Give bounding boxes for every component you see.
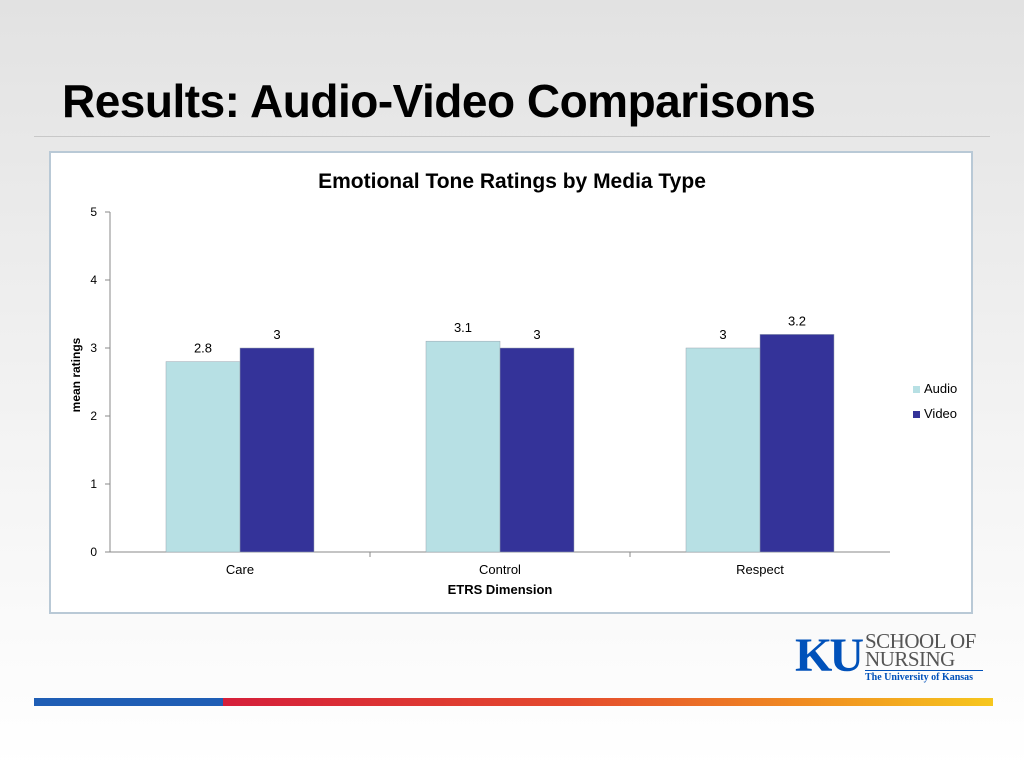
y-tick-label: 5 (90, 205, 97, 219)
legend-label-audio: Audio (924, 381, 957, 396)
y-tick-label: 0 (90, 545, 97, 559)
bar-video (499, 347, 575, 553)
title-divider (34, 136, 990, 137)
legend-swatch-audio (913, 386, 920, 393)
logo-divider (865, 670, 983, 671)
data-label: 3 (273, 327, 280, 342)
y-tick-label: 1 (90, 477, 97, 491)
data-label: 3 (533, 327, 540, 342)
bar-audio (685, 347, 761, 553)
data-label: 2.8 (194, 341, 212, 356)
bar-video (239, 347, 315, 553)
footer-bar-gradient (223, 698, 993, 706)
bar-video (759, 334, 835, 553)
y-axis-label: mean ratings (69, 337, 83, 412)
logo-line-1: SCHOOL OF (865, 629, 976, 653)
logo-line-2: NURSING (865, 647, 955, 671)
legend-label-video: Video (924, 406, 957, 421)
x-axis-label: ETRS Dimension (448, 582, 553, 597)
y-tick-label: 3 (90, 341, 97, 355)
bar-chart: Emotional Tone Ratings by Media Type mea… (69, 170, 957, 597)
plot-area: 0 1 2 3 4 5 Care 2.8 3 Control 3.1 3 Respect 3 3.2 Audi… (90, 205, 957, 577)
data-label: 3.2 (788, 313, 806, 328)
data-label: 3.1 (454, 320, 472, 335)
y-tick-label: 2 (90, 409, 97, 423)
data-label: 3 (719, 327, 726, 342)
bar-audio (425, 340, 501, 553)
legend-swatch-video (913, 411, 920, 418)
logo-mark: KU (795, 629, 864, 682)
footer-bar-blue (34, 698, 223, 706)
x-tick-label: Care (226, 562, 254, 577)
ku-school-of-nursing-logo: KU SCHOOL OF NURSING The University of K… (795, 629, 990, 686)
slide-title: Results: Audio-Video Comparisons (62, 75, 816, 127)
y-tick-label: 4 (90, 273, 97, 287)
chart-frame: Emotional Tone Ratings by Media Type mea… (49, 151, 973, 614)
bar-audio (165, 361, 241, 553)
logo-line-3: The University of Kansas (865, 672, 974, 683)
x-tick-label: Respect (736, 562, 784, 577)
chart-title: Emotional Tone Ratings by Media Type (318, 170, 706, 193)
x-tick-label: Control (479, 562, 521, 577)
